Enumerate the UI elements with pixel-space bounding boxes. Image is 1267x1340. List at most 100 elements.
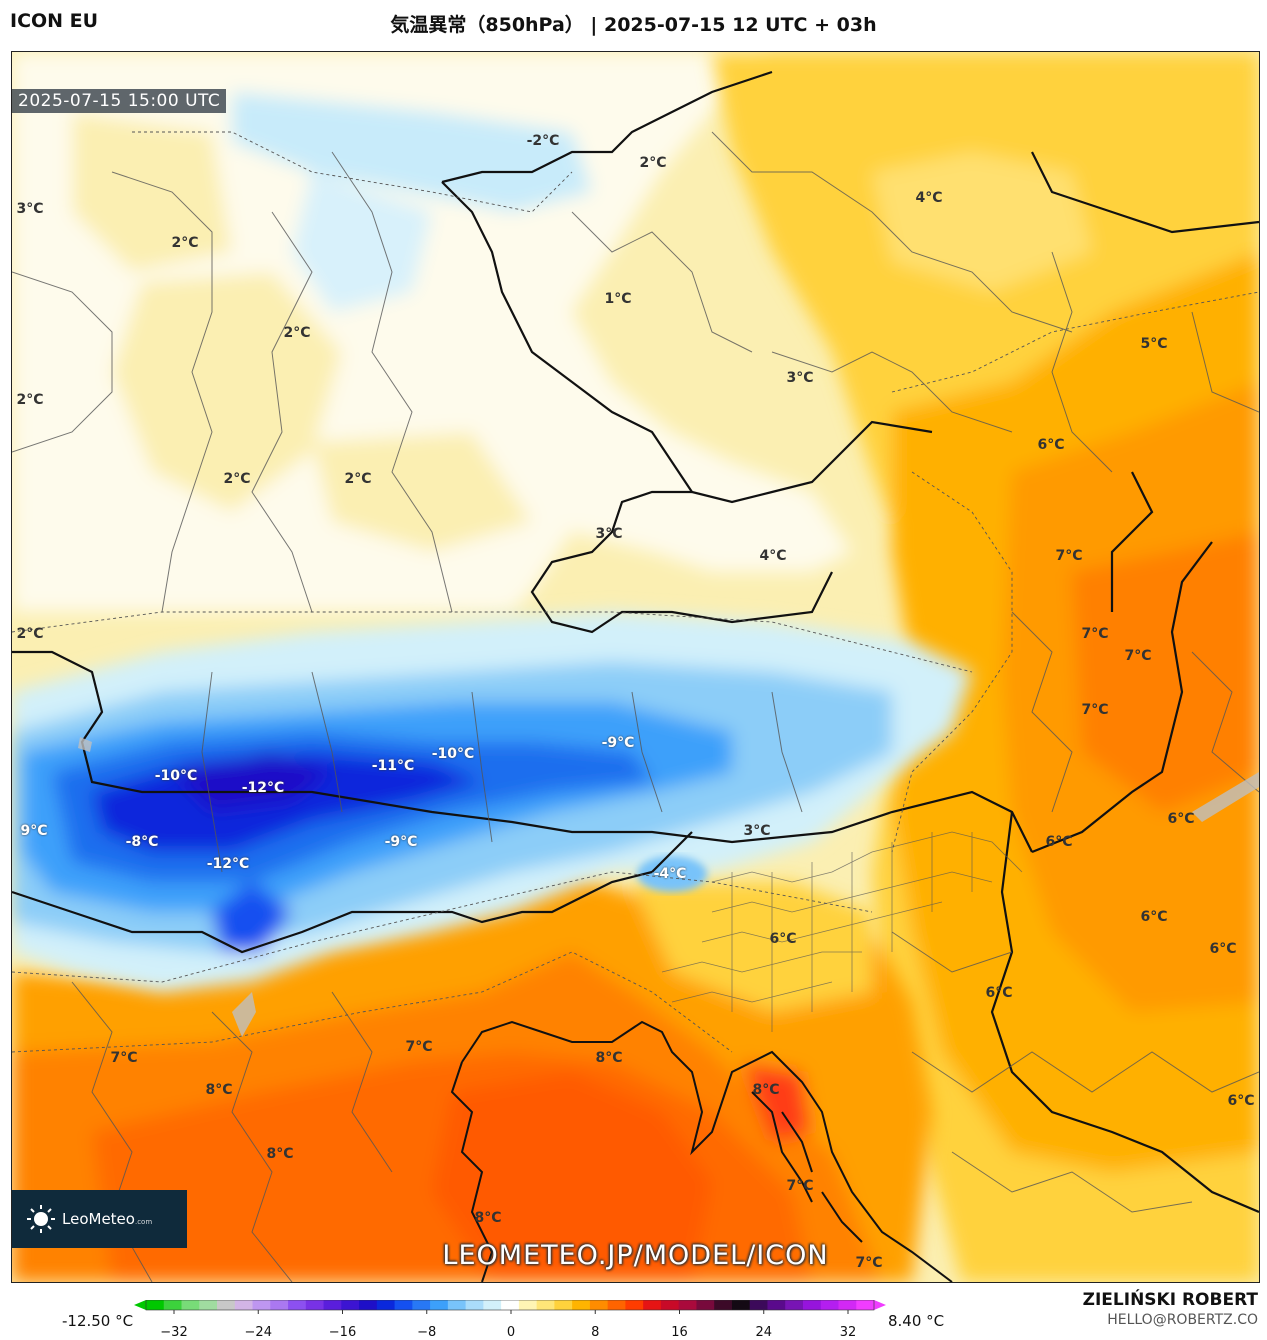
lakes [78,737,1259,1037]
temperature-label: 2°C [344,471,372,487]
colorbar-segment [820,1300,839,1310]
colorbar-segment [731,1300,751,1310]
temperature-label: 2°C [283,325,311,341]
colorbar-segment [767,1300,786,1310]
logo-text: LeoMeteo.com [62,1210,153,1228]
temperature-label: 7°C [405,1039,433,1055]
colorbar-segment [483,1300,502,1310]
colorbar-segment [643,1300,662,1310]
colorbar-segment [270,1300,289,1310]
colorbar-min-arrow [134,1300,146,1310]
temperature-label: -10°C [154,768,198,784]
colorbar-segment [607,1300,626,1310]
colorbar-segment [359,1300,378,1310]
temperature-label: 7°C [1055,548,1083,564]
colorbar-tick-label: 8 [591,1325,600,1340]
temperature-label: 7°C [786,1178,814,1194]
colorbar-tick-label: −32 [160,1325,188,1340]
colorbar-segment [554,1300,573,1310]
map-canvas [12,52,1259,1282]
legend-min-value: -12.50 °C [62,1312,134,1330]
colorbar-segment [234,1300,254,1310]
temperature-label: 2°C [171,235,199,251]
colorbar-segment [589,1300,609,1310]
temperature-label: 8°C [752,1082,780,1098]
colorbar-tick-label: 32 [839,1325,857,1340]
colorbar-segment [572,1300,591,1310]
temperature-label: 3°C [743,823,771,839]
colorbar-segment [394,1300,413,1310]
colorbar [134,1300,886,1314]
colorbar-segment [288,1300,307,1310]
colorbar-segment [518,1300,538,1310]
author-email[interactable]: HELLO@ROBERTZ.CO [1107,1312,1258,1328]
colorbar-segment [430,1300,449,1310]
temperature-anomaly-map[interactable]: -2°C 2°C 4°C 3°C 2°C 1°C 2°C 5°C 3°C 2°C 6°C 2°C 2°C… [11,51,1260,1283]
temperature-label: -12°C [206,856,250,872]
colorbar-segment [305,1300,325,1310]
colorbar-segment [465,1300,484,1310]
temperature-label: 7°C [1081,626,1109,642]
colorbar-segment [625,1300,644,1310]
colorbar-tick-label: −16 [328,1325,357,1340]
colorbar-tick-label: 16 [671,1325,688,1340]
cold-spot [637,856,707,892]
colorbar-segment [536,1300,555,1310]
municipality-borders [661,831,1023,1032]
colorbar-segment [323,1300,342,1310]
legend-max-value: 8.40 °C [888,1312,945,1330]
coastline [450,1020,953,1282]
colorbar-segment [163,1300,183,1310]
temperature-label: 5°C [1140,336,1168,352]
colorbar-tick-label: −8 [417,1325,437,1340]
colorbar-segment [341,1300,360,1310]
colorbar-tick-label: −24 [244,1325,272,1340]
colorbar-segment [146,1300,165,1310]
temperature-label: 7°C [110,1050,138,1066]
legend: -12.50 °C −32 −24 −16 −8 0 8 16 24 32 8.40 °C ZI… [0,1290,1267,1340]
colorbar-segment [856,1300,875,1310]
colorbar-segment [376,1300,396,1310]
temperature-label: 6°C [1037,437,1065,453]
temperature-label: 3°C [595,526,623,542]
temperature-label: 7°C [1081,702,1109,718]
country-borders [12,70,1259,1214]
colorbar-segment [714,1300,733,1310]
colorbar-segment [838,1300,857,1310]
temperature-label: 2°C [16,392,44,408]
temperature-label: -9°C [384,834,418,850]
anomaly-field-cool [12,52,852,612]
temperature-label: 7°C [1124,648,1152,664]
temperature-label: 9°C [20,823,48,839]
leometeo-logo[interactable]: LeoMeteo.com [12,1190,187,1248]
temperature-label: 8°C [595,1050,623,1066]
temperature-label: 6°C [1209,941,1237,957]
contour-lines [12,131,1259,1053]
temperature-label: 6°C [1167,811,1195,827]
temperature-label: 6°C [1140,909,1168,925]
temperature-label: 4°C [915,190,943,206]
temperature-label: 8°C [474,1210,502,1226]
colorbar-segment [749,1300,768,1310]
temperature-label: 7°C [855,1255,883,1271]
colorbar-segment [181,1300,200,1310]
colorbar-segment [785,1300,804,1310]
colorbar-segment [501,1300,520,1310]
temperature-label: -10°C [431,746,475,762]
colorbar-segment [447,1300,467,1310]
temperature-label: -2°C [526,133,560,149]
colorbar-segment [802,1300,822,1310]
temperature-label: -12°C [241,780,285,796]
temperature-label: 6°C [1227,1093,1255,1109]
colorbar-segment [217,1300,236,1310]
map-title: 気温異常（850hPa） | 2025-07-15 12 UTC + 03h [390,14,877,36]
colorbar-segment [696,1300,715,1310]
colorbar-segment [252,1300,271,1310]
temperature-label: -4°C [653,866,687,882]
colorbar-max-arrow [874,1300,886,1310]
temperature-label: -11°C [371,758,415,774]
anomaly-field-cold-alps [12,612,972,992]
colorbar-tick-label: 0 [506,1325,516,1340]
temperature-label: 3°C [16,201,44,217]
temperature-label: 6°C [1045,834,1073,850]
